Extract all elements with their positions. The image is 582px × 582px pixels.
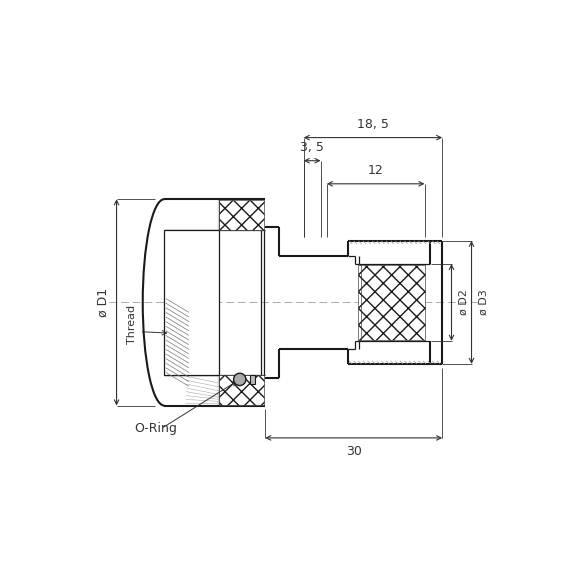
Text: O-Ring: O-Ring bbox=[134, 422, 177, 435]
Bar bbox=[164, 230, 219, 375]
Bar bbox=[218, 199, 265, 230]
Text: 3, 5: 3, 5 bbox=[300, 141, 324, 154]
Bar bbox=[359, 265, 424, 340]
Text: ø D2: ø D2 bbox=[459, 289, 469, 315]
Text: ø D3: ø D3 bbox=[478, 289, 488, 315]
Text: Thread: Thread bbox=[127, 304, 137, 343]
Bar bbox=[357, 265, 361, 340]
Text: 12: 12 bbox=[368, 164, 384, 177]
Circle shape bbox=[233, 373, 246, 385]
Bar bbox=[219, 200, 264, 230]
Text: 30: 30 bbox=[346, 445, 361, 458]
Text: ø D1: ø D1 bbox=[97, 288, 109, 317]
Bar bbox=[219, 375, 264, 405]
Text: 18, 5: 18, 5 bbox=[357, 118, 389, 131]
Bar bbox=[250, 375, 255, 384]
Bar bbox=[218, 375, 265, 406]
